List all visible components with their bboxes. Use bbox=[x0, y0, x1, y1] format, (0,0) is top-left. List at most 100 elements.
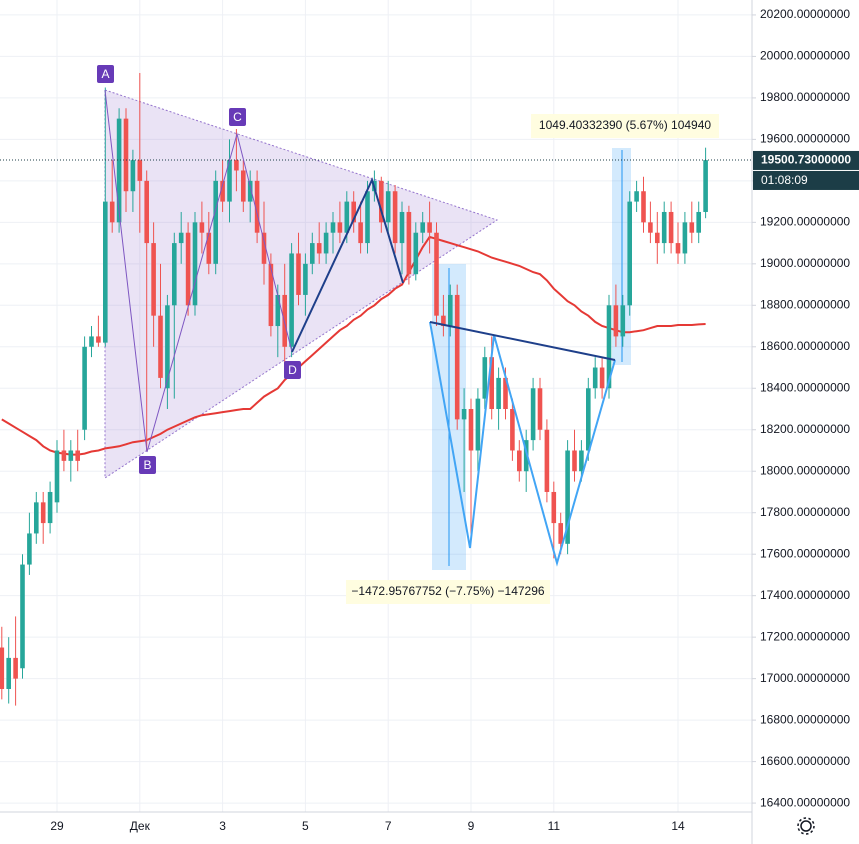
candle-body bbox=[385, 191, 391, 223]
candle-body bbox=[47, 491, 53, 524]
candle-body bbox=[330, 222, 336, 233]
candle-body bbox=[510, 409, 515, 451]
candle-body bbox=[192, 222, 198, 306]
y-tick-label: 16600.00000000 bbox=[760, 754, 850, 768]
candle-body bbox=[523, 440, 529, 472]
candle-body bbox=[27, 533, 32, 565]
y-tick-label: 16800.00000000 bbox=[760, 712, 850, 726]
candle-body bbox=[351, 201, 356, 223]
candle-body bbox=[503, 377, 508, 410]
candle-body bbox=[392, 191, 398, 244]
point-label: C bbox=[233, 110, 242, 124]
candle-body bbox=[599, 367, 605, 389]
candle-body bbox=[303, 263, 308, 295]
measure-label: −1472.95767752 (−7.75%) −147296 bbox=[351, 584, 544, 598]
candle-body bbox=[296, 253, 301, 295]
candle-body bbox=[310, 243, 315, 264]
candle-body bbox=[6, 657, 11, 690]
candle-body bbox=[420, 222, 425, 233]
candle-body bbox=[130, 160, 136, 192]
candle-body bbox=[68, 450, 74, 461]
candle-body bbox=[689, 222, 695, 233]
candle-body bbox=[82, 346, 87, 430]
candle-body bbox=[34, 502, 39, 534]
candle-body bbox=[606, 305, 612, 389]
candle-body bbox=[627, 201, 632, 306]
x-tick-label: 7 bbox=[385, 819, 392, 833]
settings-icon[interactable] bbox=[800, 820, 812, 832]
candle-body bbox=[648, 222, 653, 233]
axes: 16400.00000000 16600.00000000 16800.000000… bbox=[50, 7, 859, 833]
candle-body bbox=[489, 357, 494, 410]
candle-body bbox=[565, 450, 570, 544]
candle-body bbox=[234, 160, 239, 171]
candle-body bbox=[668, 211, 674, 244]
candle-body bbox=[172, 243, 177, 306]
candle-body bbox=[151, 243, 156, 316]
x-tick-label: 3 bbox=[219, 819, 226, 833]
candle-body bbox=[199, 222, 205, 233]
y-tick-label: 19600.00000000 bbox=[760, 132, 850, 146]
x-tick-label: 14 bbox=[671, 819, 685, 833]
countdown-box bbox=[753, 170, 859, 190]
measure-label: 1049.40332390 (5.67%) 104940 bbox=[539, 118, 711, 132]
candle-body bbox=[61, 450, 67, 461]
candle-body bbox=[247, 180, 253, 202]
candle-body bbox=[227, 160, 232, 202]
candle-body bbox=[40, 502, 46, 524]
candle-body bbox=[275, 294, 281, 327]
y-tick-label: 18800.00000000 bbox=[760, 297, 850, 311]
y-tick-label: 16400.00000000 bbox=[760, 795, 850, 809]
point-box bbox=[97, 65, 114, 83]
candle-body bbox=[289, 253, 294, 347]
series bbox=[0, 73, 752, 706]
candle-body bbox=[613, 305, 619, 337]
candle-body bbox=[441, 315, 446, 327]
y-tick-label: 17400.00000000 bbox=[760, 588, 850, 602]
y-tick-label: 20000.00000000 bbox=[760, 49, 850, 63]
candle-body bbox=[109, 201, 115, 223]
candle-body bbox=[20, 564, 25, 669]
candle-body bbox=[413, 232, 419, 275]
x-tick-label: Дек bbox=[130, 819, 151, 833]
settings-button[interactable] bbox=[797, 817, 815, 835]
candle-body bbox=[344, 201, 350, 233]
candle-body bbox=[517, 450, 522, 472]
y-tick-label: 17600.00000000 bbox=[760, 546, 850, 560]
candle-body bbox=[282, 294, 287, 347]
candle-body bbox=[399, 211, 405, 244]
y-tick-label: 18400.00000000 bbox=[760, 380, 850, 394]
candle-body bbox=[123, 118, 129, 192]
candle-body bbox=[323, 232, 329, 254]
candle-body bbox=[544, 429, 550, 492]
candle-body bbox=[551, 491, 557, 524]
candle-body bbox=[158, 315, 163, 378]
y-tick-label: 19200.00000000 bbox=[760, 215, 850, 229]
y-tick-label: 19800.00000000 bbox=[760, 90, 850, 104]
candle-body bbox=[620, 305, 626, 337]
candle-body bbox=[137, 160, 143, 181]
candle-body bbox=[696, 211, 701, 233]
candle-body bbox=[213, 180, 218, 264]
y-tick-label: 18000.00000000 bbox=[760, 463, 850, 477]
moving-average bbox=[1, 235, 706, 456]
last-price-label: 19500.73000000 bbox=[761, 153, 851, 167]
candle-body bbox=[537, 388, 543, 430]
point-box bbox=[229, 108, 246, 126]
x-tick-label: 9 bbox=[468, 819, 475, 833]
pattern-line bbox=[104, 89, 293, 453]
candle-body bbox=[185, 232, 191, 306]
candle-body bbox=[379, 180, 384, 223]
y-tick-label: 17200.00000000 bbox=[760, 629, 850, 643]
candle-body bbox=[655, 232, 660, 244]
candle-body bbox=[427, 222, 432, 233]
candle-body bbox=[261, 232, 267, 264]
candle-body bbox=[703, 160, 708, 212]
drawings: A B C D 1049.40332390 (5.67%) 104940 −14… bbox=[97, 65, 719, 604]
candle-body bbox=[54, 450, 60, 503]
settings-icon[interactable] bbox=[797, 817, 815, 835]
candle-body bbox=[75, 450, 80, 461]
candle-body bbox=[586, 388, 591, 451]
candle-body bbox=[496, 377, 501, 410]
countdown-label: 01:08:09 bbox=[761, 173, 808, 187]
